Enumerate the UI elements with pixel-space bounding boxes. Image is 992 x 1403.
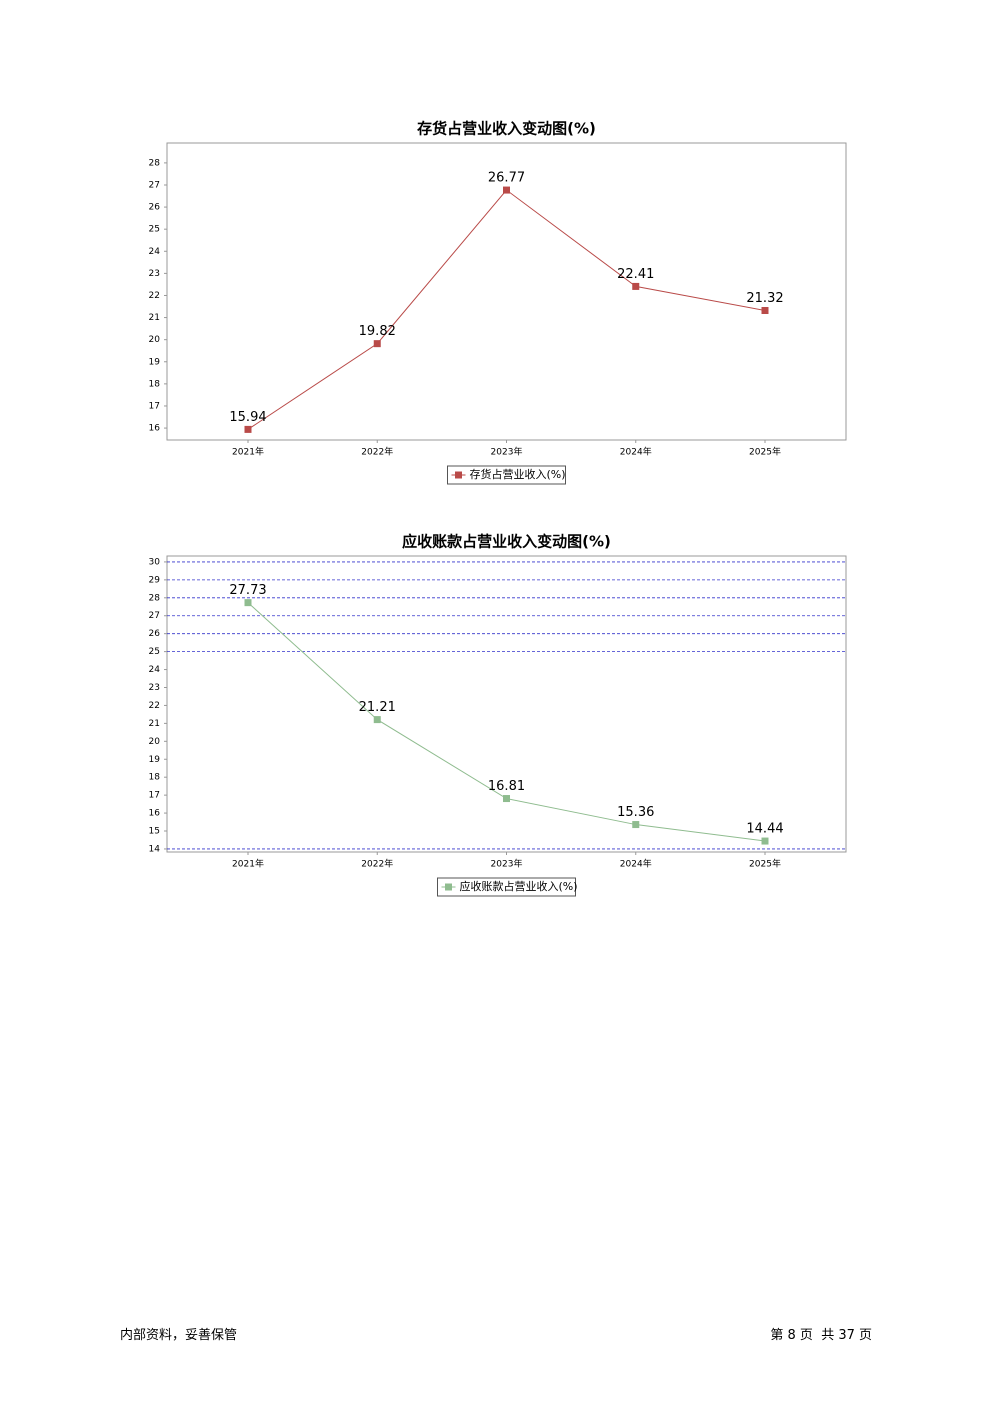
point-marker [244,425,252,433]
y-tick-label: 24 [149,665,161,675]
y-tick-label: 18 [149,773,161,783]
series-line [247,602,766,842]
y-tick-label: 23 [149,683,160,693]
y-tick-label: 25 [149,225,160,235]
y-tick-label: 26 [149,629,161,639]
y-tick-label: 20 [149,335,161,345]
y-tick-label: 16 [149,424,161,434]
y-tick-label: 20 [149,737,161,747]
point-marker [761,837,769,845]
y-tick-label: 19 [149,755,161,765]
y-tick-label: 21 [149,313,160,323]
value-label: 14.44 [746,822,783,837]
y-tick-label: 22 [149,701,160,711]
y-tick-label: 28 [149,593,161,603]
chart-title: 应收账款占营业收入变动图(%) [402,533,611,551]
y-tick-label: 27 [149,611,160,621]
legend-marker [455,471,462,479]
value-label: 15.36 [617,805,654,820]
value-label: 26.77 [488,171,525,186]
y-tick-label: 21 [149,719,160,729]
value-label: 15.94 [229,410,266,425]
chart-title: 存货占营业收入变动图(%) [417,120,596,138]
point-marker [761,307,769,315]
y-tick-label: 19 [149,357,161,367]
x-tick-label: 2021年 [232,446,264,458]
charts: 存货占营业收入变动图(%) 16 17 18 19 20 21 22 23 24 25 26 27 28 2… [149,120,847,897]
point-marker [373,340,381,348]
y-tick-label: 28 [149,158,161,168]
point-marker [632,821,640,829]
value-label: 16.81 [488,779,525,794]
value-label: 22.41 [617,267,654,282]
x-tick-label: 2024年 [620,858,652,870]
x-tick-label: 2024年 [620,446,652,458]
y-tick-label: 27 [149,180,160,190]
legend-box [437,877,576,897]
y-tick-label: 17 [149,401,160,411]
point-marker [244,599,252,607]
value-label: 27.73 [229,583,266,598]
footer-left: 内部资料，妥善保管 [120,1328,238,1343]
y-tick-label: 23 [149,269,160,279]
legend-box [447,465,566,485]
y-tick-label: 16 [149,809,161,819]
point-marker [503,186,510,194]
legend-marker [445,883,452,891]
y-tick-label: 18 [149,379,161,389]
value-label: 21.21 [359,700,396,715]
y-tick-label: 25 [149,647,160,657]
y-tick-label: 14 [149,844,161,854]
value-label: 19.82 [359,324,396,339]
value-label: 21.32 [746,291,783,306]
point-marker [632,282,640,290]
point-marker [373,716,381,724]
point-marker [503,795,510,803]
series-line [247,189,766,430]
x-tick-label: 2025年 [749,858,781,870]
y-tick-label: 26 [149,203,161,213]
y-tick-label: 17 [149,791,160,801]
x-tick-label: 2022年 [361,858,393,870]
y-tick-label: 30 [149,557,161,567]
y-tick-label: 15 [149,827,160,837]
x-tick-label: 2023年 [491,446,523,458]
legend-label: 应收账款占营业收入(%) [460,879,578,893]
y-tick-label: 24 [149,247,161,257]
x-tick-label: 2023年 [491,858,523,870]
y-tick-label: 29 [149,575,161,585]
footer-right: 第 8 页 共 37 页 [770,1328,872,1343]
x-tick-label: 2025年 [749,446,781,458]
x-tick-label: 2021年 [232,858,264,870]
legend-label: 存货占营业收入(%) [470,467,566,481]
y-tick-label: 22 [149,291,160,301]
x-tick-label: 2022年 [361,446,393,458]
plot-area [166,555,847,853]
